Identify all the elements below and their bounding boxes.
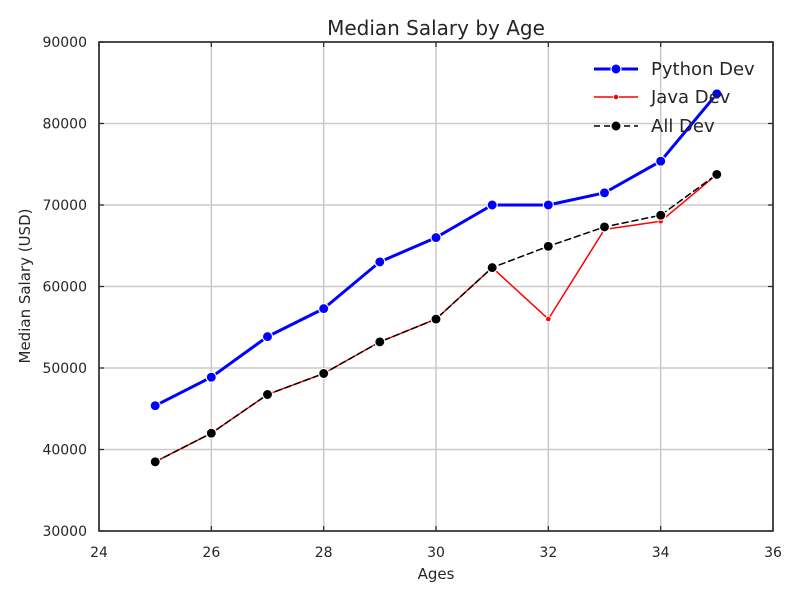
python-dev-point: [486, 199, 498, 211]
legend-marker-java-dev: [612, 93, 620, 101]
all-dev-series: [149, 168, 723, 468]
all-dev-point: [261, 388, 274, 401]
x-tick-label: 34: [652, 545, 670, 561]
y-tick-label: 70000: [42, 198, 87, 214]
python-dev-point: [598, 187, 611, 199]
legend-label-java-dev: Java Dev: [650, 87, 731, 108]
python-dev-point: [430, 232, 442, 244]
python-dev-point: [318, 303, 330, 315]
plot-frame: [98, 41, 774, 532]
python-dev-point: [655, 155, 667, 167]
legend-item-java-dev: Java Dev: [594, 87, 731, 108]
x-axis-label: Ages: [418, 565, 455, 583]
y-tick-label: 50000: [42, 361, 87, 377]
all-dev-point: [542, 240, 554, 252]
legend-marker-all-dev: [610, 120, 622, 132]
y-tick-label: 90000: [42, 35, 87, 51]
python-dev-point: [261, 331, 274, 343]
all-dev-point: [205, 427, 217, 439]
java-dev-point: [545, 315, 552, 323]
all-dev-point: [374, 336, 386, 348]
y-tick-label: 30000: [42, 524, 87, 540]
x-tick-label: 24: [90, 545, 108, 561]
chart-title: Median Salary by Age: [327, 16, 545, 40]
all-dev-point: [655, 209, 667, 221]
all-dev-point: [430, 313, 442, 325]
legend-item-all-dev: All Dev: [594, 116, 715, 137]
python-dev-series: [149, 88, 723, 412]
legend-label-python-dev: Python Dev: [651, 59, 755, 80]
all-dev-point: [598, 221, 611, 233]
x-tick-label: 30: [427, 545, 445, 561]
python-dev-point: [149, 400, 161, 412]
legend: Python Dev Java Dev All Dev: [594, 59, 755, 137]
all-dev-point: [318, 367, 330, 380]
legend-marker-python-dev: [610, 63, 622, 75]
x-tick-label: 32: [539, 545, 557, 561]
x-tick-label: 26: [202, 545, 220, 561]
series-layer: [149, 88, 723, 468]
all-dev-point: [711, 168, 723, 180]
all-dev-point: [486, 262, 498, 274]
y-axis-label: Median Salary (USD): [16, 209, 34, 364]
python-dev-point: [542, 199, 554, 211]
x-tick-label: 36: [764, 545, 782, 561]
y-tick-label: 60000: [42, 280, 87, 296]
y-tick-label: 40000: [42, 443, 87, 459]
python-dev-point: [711, 88, 723, 100]
x-tick-label: 28: [315, 545, 333, 561]
legend-item-python-dev: Python Dev: [594, 59, 755, 80]
y-tick-label: 80000: [42, 117, 87, 133]
axis-layer: 24 26 28 30 32 34 36 30000 40000 50000 60000 70000 8…: [42, 35, 782, 561]
all-dev-point: [149, 456, 161, 468]
legend-label-all-dev: All Dev: [651, 116, 715, 137]
python-dev-point: [205, 371, 217, 383]
python-dev-point: [374, 256, 386, 268]
